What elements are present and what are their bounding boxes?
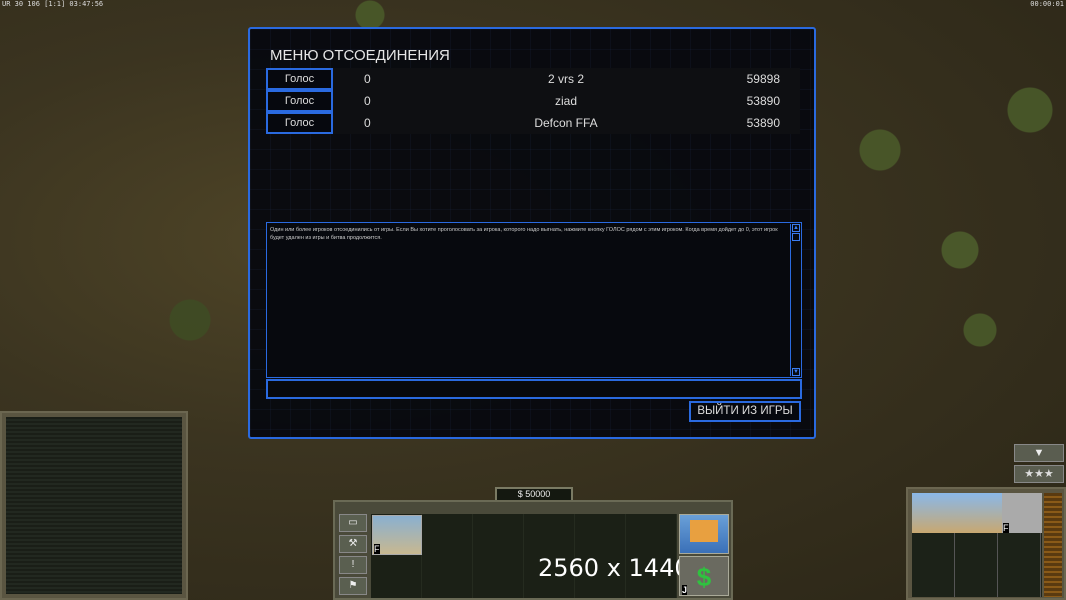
- dollar-icon[interactable]: $ J: [679, 556, 729, 596]
- windows-icon[interactable]: ▭: [339, 514, 367, 532]
- message-box: Один или более игроков отсоединились от …: [266, 222, 802, 378]
- scrollbar[interactable]: ▲ ▼: [790, 224, 800, 376]
- vote-count: 0: [364, 72, 371, 86]
- wrench-icon[interactable]: ⚒: [339, 535, 367, 553]
- scroll-up-icon[interactable]: ▲: [792, 224, 800, 232]
- vote-count: 0: [364, 116, 371, 130]
- vote-count: 0: [364, 94, 371, 108]
- building-image[interactable]: [912, 493, 1002, 533]
- building-image[interactable]: F: [1002, 493, 1042, 533]
- vote-button[interactable]: Голос: [266, 112, 333, 134]
- disconnect-message: Один или более игроков отсоединились от …: [270, 227, 778, 241]
- command-grid[interactable]: [371, 514, 677, 598]
- unit-portrait[interactable]: F: [372, 515, 422, 555]
- chat-input[interactable]: [266, 379, 802, 399]
- vote-button[interactable]: Голос: [266, 68, 333, 90]
- rank-stars[interactable]: ★★★: [1014, 465, 1064, 483]
- player-ping: 59898: [746, 72, 780, 86]
- queue-grid[interactable]: [912, 533, 1042, 597]
- game-timer: 00:00:01: [1030, 0, 1064, 8]
- waypoint-icon[interactable]: ⚑: [339, 577, 367, 595]
- quit-game-button[interactable]: ВЫЙТИ ИЗ ИГРЫ: [689, 401, 801, 422]
- player-name: Defcon FFA: [534, 116, 598, 130]
- collapse-button[interactable]: ▼: [1014, 444, 1064, 462]
- resolution-overlay: 2560 x 1440: [538, 554, 690, 582]
- disconnect-dialog: МЕНЮ ОТСОЕДИНЕНИЯ Голос 0 2 vrs 2 59898 …: [248, 27, 816, 439]
- scroll-down-icon[interactable]: ▼: [792, 368, 800, 376]
- player-row: Голос 0 2 vrs 2 59898: [266, 68, 800, 90]
- flag-icon[interactable]: [679, 514, 729, 554]
- player-name: 2 vrs 2: [547, 72, 584, 86]
- hotkey: F: [374, 544, 380, 554]
- player-row: Голос 0 Defcon FFA 53890: [266, 112, 800, 134]
- vote-button[interactable]: Голос: [266, 90, 333, 112]
- hotkey: J: [682, 585, 688, 595]
- hud-stats: UR 30 106 [1:1] 03:47:56: [2, 0, 104, 8]
- alert-icon[interactable]: !: [339, 556, 367, 574]
- dialog-title: МЕНЮ ОТСОЕДИНЕНИЯ: [270, 47, 450, 64]
- minimap[interactable]: [0, 411, 188, 600]
- command-bar: ▭ ⚒ ! ⚑ F 2560 x 1440 $ J: [333, 500, 733, 600]
- player-row: Голос 0 ziad 53890: [266, 90, 800, 112]
- hotkey: F: [1003, 523, 1009, 533]
- scroll-thumb[interactable]: [792, 233, 800, 241]
- player-ping: 53890: [746, 116, 780, 130]
- general-panel: F: [906, 487, 1066, 600]
- player-ping: 53890: [746, 94, 780, 108]
- player-name: ziad: [554, 94, 577, 108]
- power-bar: [1044, 493, 1062, 597]
